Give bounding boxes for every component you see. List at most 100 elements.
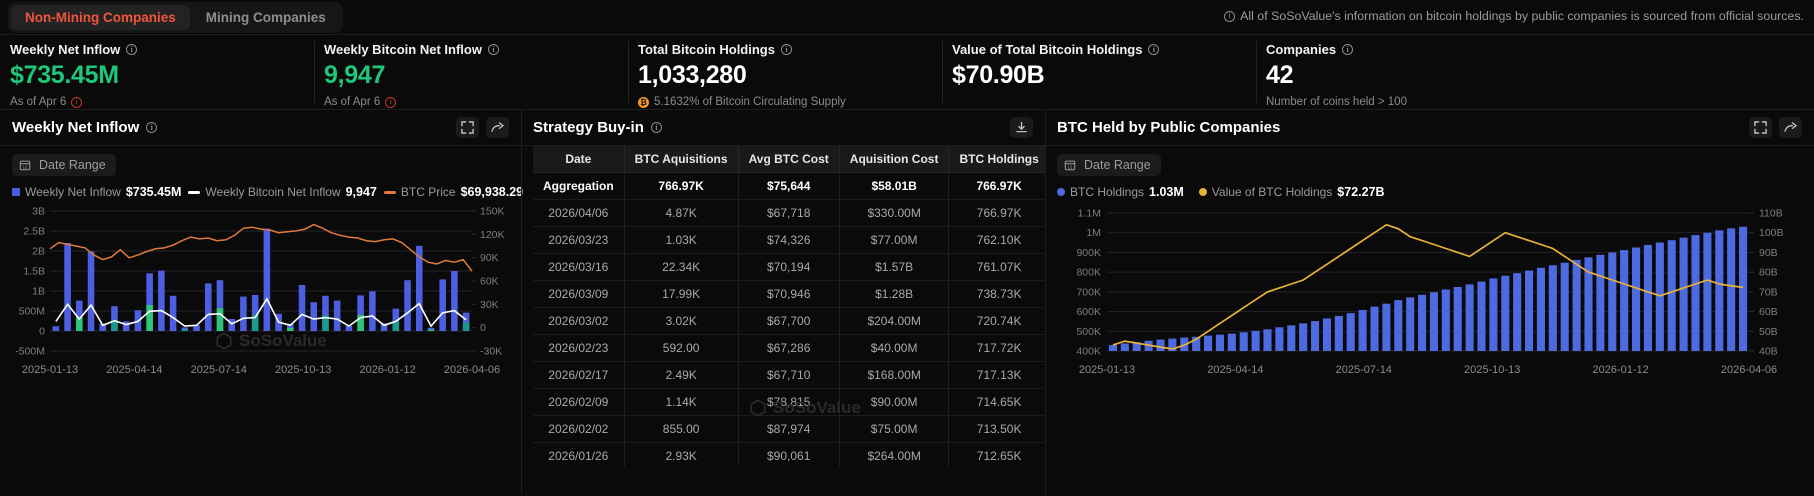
info-icon[interactable]: i [1148, 44, 1160, 55]
legend-marker-dot-icon [1057, 188, 1065, 196]
cell-aquisition-cost: $58.01B [839, 172, 950, 200]
expand-icon[interactable] [1749, 117, 1772, 138]
cell-avg-btc-cost: $87,974 [738, 415, 840, 443]
stat-sub-label: Number of coins held > 100 [1266, 96, 1407, 108]
legend-item-weekly-bitcoin-net-inflow[interactable]: Weekly Bitcoin Net Inflow 9,947 [188, 185, 377, 199]
cell-btc-aquisitions: 592.00 [624, 334, 739, 362]
cell-date: 2026/02/09 [533, 388, 625, 416]
table-row[interactable]: 2026/03/09 17.99K $70,946 $1.28B 738.73K [533, 280, 1045, 308]
column-header-btc-aquisitions[interactable]: BTC Aquisitions [624, 146, 739, 173]
svg-text:2025-04-14: 2025-04-14 [106, 364, 162, 376]
cell-btc-aquisitions: 2.49K [624, 361, 739, 389]
info-icon[interactable]: i [780, 44, 792, 55]
cell-btc-aquisitions: 855.00 [624, 415, 739, 443]
svg-text:500K: 500K [1076, 326, 1101, 338]
svg-text:2.5B: 2.5B [23, 226, 45, 238]
legend-marker-dot-icon [1198, 188, 1207, 196]
legend-label: Value of BTC Holdings [1211, 185, 1333, 199]
tab-non-mining-companies[interactable]: Non-Mining Companies [11, 4, 190, 30]
info-icon[interactable]: i [146, 122, 158, 133]
expand-icon[interactable] [456, 117, 479, 138]
table-body: Aggregation 766.97K $75,644 $58.01B 766.97K 2… [533, 172, 1045, 466]
stat-value: $70.90B [952, 61, 1045, 89]
cell-date: 2026/03/02 [533, 307, 625, 335]
legend-item-btc-holdings[interactable]: BTC Holdings 1.03M [1057, 185, 1184, 199]
column-header-aquisition-cost[interactable]: Aquisition Cost [839, 146, 950, 173]
svg-text:60K: 60K [480, 276, 499, 288]
svg-text:120K: 120K [480, 229, 505, 241]
date-range-selector-left[interactable]: 12 Date Range [12, 154, 116, 176]
cell-avg-btc-cost: $78,815 [738, 388, 840, 416]
table-row[interactable]: 2026/02/23 592.00 $67,286 $40.00M 717.72K [533, 334, 1045, 362]
table-row[interactable]: Aggregation 766.97K $75,644 $58.01B 766.97K [533, 172, 1045, 200]
svg-text:3B: 3B [32, 206, 45, 218]
cell-btc-aquisitions: 766.97K [624, 172, 739, 200]
cell-btc-holdings: 717.72K [948, 334, 1045, 362]
cell-aquisition-cost: $1.57B [839, 253, 950, 281]
stat-value: 1,033,280 [638, 61, 747, 89]
cell-avg-btc-cost: $75,644 [738, 172, 840, 200]
cell-btc-aquisitions: 1.14K [624, 388, 739, 416]
stat-subtext: As of Apr 6 i [324, 96, 628, 108]
svg-text:100B: 100B [1759, 227, 1784, 239]
date-range-selector-right[interactable]: 12 Date Range [1057, 154, 1161, 176]
legend-value: 1.03M [1149, 185, 1184, 199]
info-icon[interactable]: i [126, 44, 138, 55]
info-icon[interactable]: i [1342, 44, 1354, 55]
cell-avg-btc-cost: $67,718 [738, 199, 840, 227]
info-icon-red[interactable]: i [71, 96, 83, 108]
legend-value: $72.27B [1337, 185, 1385, 199]
cell-aquisition-cost: $204.00M [839, 307, 950, 335]
cell-aquisition-cost: $40.00M [839, 334, 950, 362]
legend-item-btc-price[interactable]: BTC Price $69,938.29 [383, 185, 523, 199]
info-icon-red[interactable]: i [385, 96, 397, 108]
download-icon[interactable] [1010, 117, 1033, 138]
svg-text:1M: 1M [1086, 227, 1101, 239]
svg-text:50B: 50B [1759, 326, 1778, 338]
stat-subtext: As of Apr 6 i [10, 96, 314, 108]
chart-weekly-net-inflow[interactable]: 3B 2.5B 2B 1.5B 1B 500M 0 -500M 150K 120K 90K 60K 30… [0, 199, 521, 398]
column-header-btc-holdings[interactable]: BTC Holdings [948, 146, 1045, 173]
cell-aquisition-cost: $1.28B [839, 280, 950, 308]
svg-text:2B: 2B [32, 246, 45, 258]
table-row[interactable]: 2026/02/09 1.14K $78,815 $90.00M 714.65K [533, 388, 1045, 416]
table-row[interactable]: 2026/02/17 2.49K $67,710 $168.00M 717.13K [533, 361, 1045, 389]
svg-text:70B: 70B [1759, 286, 1778, 298]
stat-label: Value of Total Bitcoin Holdings i [952, 42, 1256, 57]
cell-btc-aquisitions: 3.02K [624, 307, 739, 335]
legend-label: BTC Price [400, 185, 456, 199]
table-row[interactable]: 2026/03/02 3.02K $67,700 $204.00M 720.74K [533, 307, 1045, 335]
cell-date: 2026/03/09 [533, 280, 625, 308]
legend-label: Weekly Bitcoin Net Inflow [205, 185, 341, 199]
legend-item-weekly-net-inflow[interactable]: Weekly Net Inflow $735.45M [12, 185, 181, 199]
stat-label: Companies i [1266, 42, 1556, 57]
table-row[interactable]: 2026/03/23 1.03K $74,326 $77.00M 762.10K [533, 226, 1045, 254]
stat-card-weekly-bitcoin-net-inflow: Weekly Bitcoin Net Inflow i 9,947 As of … [314, 35, 628, 109]
summary-stats-row: Weekly Net Inflow i $735.45M As of Apr 6… [0, 34, 1814, 110]
strategy-buy-in-table-wrapper[interactable]: Date BTC Aquisitions Avg BTC Cost Aquisi… [521, 146, 1045, 466]
chart-btc-held-by-public-companies[interactable]: 1.1M 1M 900K 800K 700K 600K 500K 400K 110B 100B 90… [1045, 199, 1814, 398]
share-icon[interactable] [486, 117, 509, 138]
table-row[interactable]: 2026/03/16 22.34K $70,194 $1.57B 761.07K [533, 253, 1045, 281]
svg-text:150K: 150K [480, 206, 505, 218]
svg-text:2026-04-06: 2026-04-06 [444, 364, 500, 376]
table-row[interactable]: 2026/01/26 2.93K $90,061 $264.00M 712.65K [533, 442, 1045, 466]
info-icon[interactable]: i [487, 44, 499, 55]
share-icon[interactable] [1779, 117, 1802, 138]
cell-avg-btc-cost: $70,946 [738, 280, 840, 308]
tab-mining-companies[interactable]: Mining Companies [205, 9, 326, 25]
table-row[interactable]: 2026/02/02 855.00 $87,974 $75.00M 713.50K [533, 415, 1045, 443]
table-row[interactable]: 2026/04/06 4.87K $67,718 $330.00M 766.97K [533, 199, 1045, 227]
cell-btc-holdings: 738.73K [948, 280, 1045, 308]
cell-date: Aggregation [533, 172, 625, 200]
svg-text:700K: 700K [1076, 286, 1101, 298]
svg-text:1B: 1B [32, 286, 45, 298]
info-icon[interactable]: i [650, 122, 662, 133]
column-header-date[interactable]: Date [533, 146, 625, 173]
calendar-icon: 12 [1064, 160, 1076, 171]
column-header-avg-btc-cost[interactable]: Avg BTC Cost [738, 146, 840, 173]
legend-item-value-of-btc-holdings[interactable]: Value of BTC Holdings $72.27B [1198, 185, 1385, 199]
stat-subtext: ₿ 5.1632% of Bitcoin Circulating Supply [638, 96, 942, 108]
cell-date: 2026/01/26 [533, 442, 625, 466]
stat-sub-label: 5.1632% of Bitcoin Circulating Supply [654, 96, 846, 108]
